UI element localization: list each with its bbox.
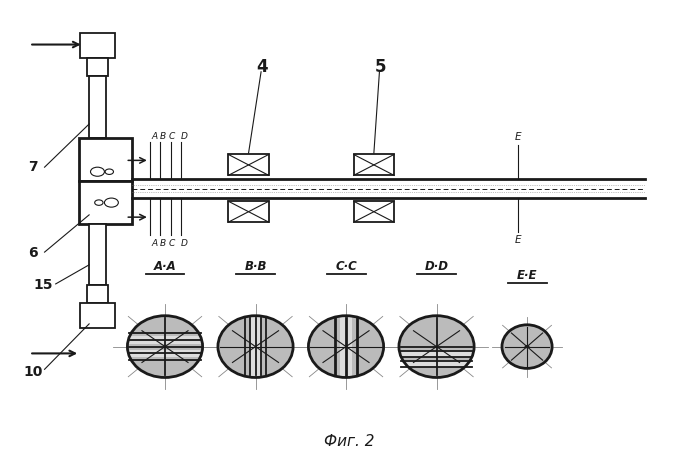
Text: 15: 15 xyxy=(34,278,53,292)
Ellipse shape xyxy=(308,316,384,377)
Text: Фиг. 2: Фиг. 2 xyxy=(324,435,375,450)
Ellipse shape xyxy=(127,316,203,377)
Text: E·E: E·E xyxy=(517,269,538,282)
Bar xyxy=(229,201,268,222)
Text: A·A: A·A xyxy=(154,260,176,272)
Bar xyxy=(399,361,474,367)
Text: E: E xyxy=(514,132,521,142)
Bar xyxy=(354,201,394,222)
Bar xyxy=(340,316,352,377)
Text: 7: 7 xyxy=(28,160,38,174)
Bar xyxy=(87,58,108,76)
Circle shape xyxy=(105,169,113,175)
Bar xyxy=(229,154,268,175)
Text: 4: 4 xyxy=(257,58,268,76)
Bar xyxy=(80,138,131,181)
Text: A B C  D: A B C D xyxy=(151,132,188,141)
Bar xyxy=(80,181,131,224)
Bar xyxy=(354,154,394,175)
Text: E: E xyxy=(514,235,521,245)
Bar xyxy=(89,76,106,138)
Text: 6: 6 xyxy=(28,246,38,260)
Text: 5: 5 xyxy=(375,58,387,76)
Text: A B C  D: A B C D xyxy=(151,239,188,248)
Ellipse shape xyxy=(502,325,552,368)
Ellipse shape xyxy=(399,316,474,377)
Circle shape xyxy=(104,198,118,207)
Bar xyxy=(89,224,106,285)
Text: C·C: C·C xyxy=(335,260,357,272)
Circle shape xyxy=(94,200,103,205)
Bar xyxy=(87,285,108,303)
Bar xyxy=(80,33,115,58)
Bar xyxy=(250,316,261,377)
Text: D·D: D·D xyxy=(424,260,449,272)
Bar xyxy=(399,350,474,357)
Bar xyxy=(127,350,203,357)
Bar xyxy=(80,303,115,329)
Text: 10: 10 xyxy=(23,365,43,378)
Text: B·B: B·B xyxy=(244,260,267,272)
Ellipse shape xyxy=(218,316,293,377)
Circle shape xyxy=(524,345,530,348)
Circle shape xyxy=(90,167,104,176)
Bar xyxy=(127,336,203,344)
